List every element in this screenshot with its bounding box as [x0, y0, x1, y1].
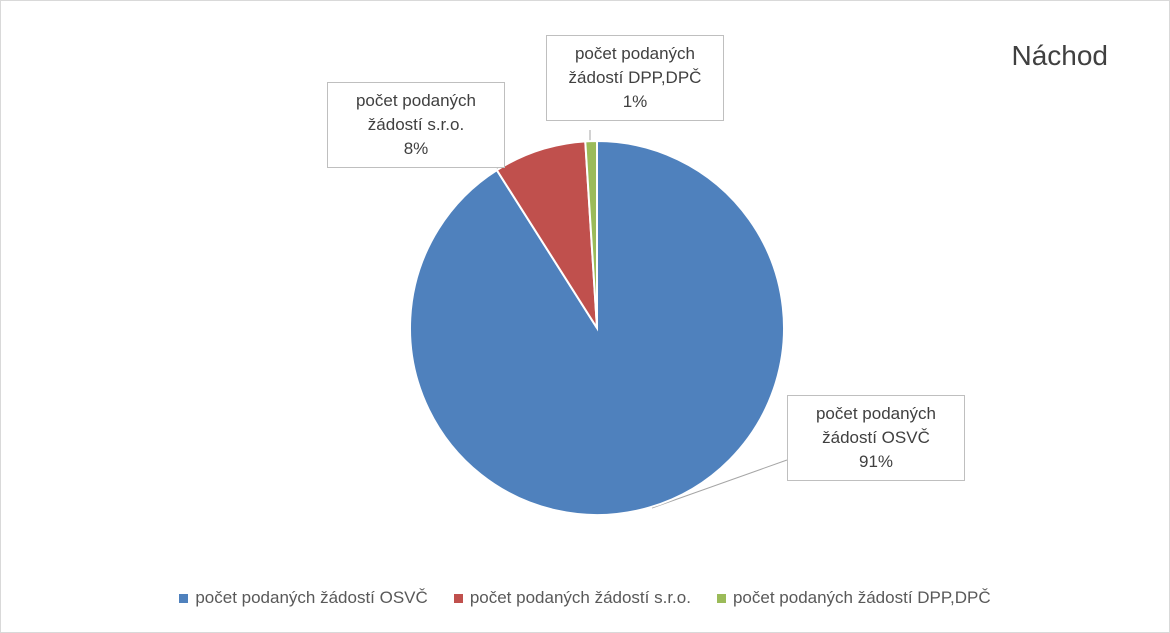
pie-slice — [495, 140, 598, 329]
legend-item: počet podaných žádostí s.r.o. — [453, 588, 691, 608]
data-label: počet podaných žádostí OSVČ 91% — [787, 395, 965, 481]
legend-item: počet podaných žádostí DPP,DPČ — [716, 588, 991, 608]
data-label-name: počet podaných žádostí DPP,DPČ — [568, 44, 702, 87]
chart-title: Náchod — [1011, 40, 1108, 71]
legend-label: počet podaných žádostí s.r.o. — [469, 588, 691, 607]
legend-swatch — [453, 593, 463, 603]
legend-label: počet podaných žádostí DPP,DPČ — [732, 588, 991, 607]
leader-line — [651, 459, 788, 509]
legend: počet podaných žádostí OSVČ počet podanýc… — [0, 588, 1170, 608]
data-label-value: 8% — [403, 139, 429, 158]
data-label-value: 91% — [858, 452, 894, 471]
data-label-value: 1% — [622, 92, 648, 111]
data-label-name: počet podaných žádostí OSVČ — [815, 404, 937, 447]
data-label: počet podaných žádostí s.r.o. 8% — [327, 82, 505, 168]
legend-swatch — [716, 593, 726, 603]
data-label: počet podaných žádostí DPP,DPČ 1% — [546, 35, 724, 121]
legend-item: počet podaných žádostí OSVČ — [179, 588, 428, 608]
legend-label: počet podaných žádostí OSVČ — [195, 588, 428, 607]
pie-slice — [584, 139, 598, 329]
data-label-name: počet podaných žádostí s.r.o. — [355, 91, 477, 134]
legend-swatch — [179, 593, 189, 603]
